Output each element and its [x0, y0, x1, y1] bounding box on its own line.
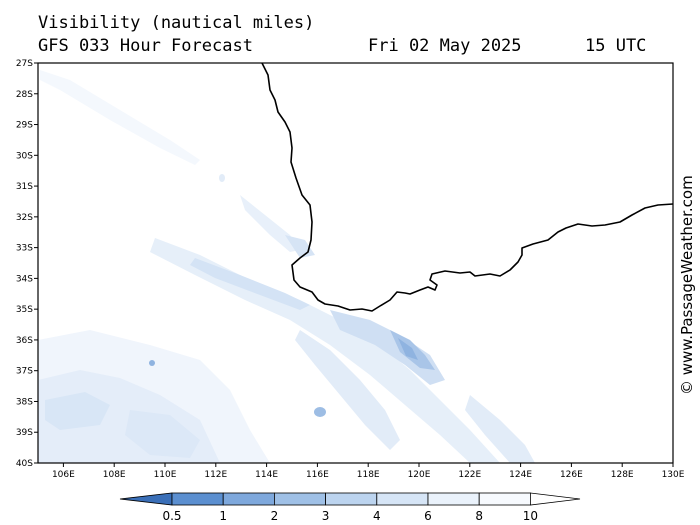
legend-swatch	[171, 492, 224, 506]
lat-label: 31S	[16, 182, 33, 192]
lat-label: 33S	[16, 244, 33, 254]
legend-end-low	[119, 492, 173, 506]
copyright-text: © www.PassageWeather.com	[678, 175, 696, 395]
copyright-watermark: © www.PassageWeather.com	[678, 175, 696, 395]
lon-label: 106E	[52, 470, 75, 480]
forecast-subtitle: GFS 033 Hour Forecast	[38, 36, 253, 56]
legend-swatch	[325, 492, 378, 506]
lat-label: 27S	[16, 59, 33, 69]
legend-label: 0.5	[162, 509, 181, 523]
lon-label: 128E	[611, 470, 634, 480]
legend-end-high	[530, 492, 581, 506]
lon-label: 108E	[103, 470, 126, 480]
legend-swatch	[478, 492, 531, 506]
lon-label: 124E	[509, 470, 532, 480]
lat-label: 35S	[16, 305, 33, 315]
legend-label: 1	[219, 509, 227, 523]
legend-swatch	[376, 492, 429, 506]
lon-label: 110E	[154, 470, 177, 480]
legend-swatch	[222, 492, 275, 506]
map-frame	[37, 62, 674, 464]
legend-label: 6	[424, 509, 432, 523]
legend-label: 4	[373, 509, 381, 523]
lon-label: 120E	[408, 470, 431, 480]
legend-label: 2	[271, 509, 279, 523]
australia-coastline	[261, 62, 674, 312]
visibility-legend: 0.5 1 2 3 4 6 8 10	[119, 492, 581, 523]
lat-label: 36S	[16, 336, 33, 346]
lon-label: 130E	[662, 470, 685, 480]
lon-label: 126E	[560, 470, 583, 480]
lat-label: 39S	[16, 428, 33, 438]
lat-label: 38S	[16, 397, 33, 407]
legend-swatch	[273, 492, 326, 506]
legend-swatch	[427, 492, 480, 506]
lon-label: 116E	[306, 470, 329, 480]
lat-label: 40S	[16, 459, 33, 469]
forecast-date: Fri 02 May 2025	[368, 36, 522, 56]
lon-label: 122E	[458, 470, 481, 480]
lon-label: 112E	[204, 470, 227, 480]
longitude-axis: 106E 108E 110E 112E 114E 116E 118E 120E 122E 124E…	[52, 463, 685, 480]
map-title: Visibility (nautical miles)	[38, 13, 315, 33]
lat-label: 29S	[16, 121, 33, 131]
latitude-axis: 27S 28S 29S 30S 31S 32S 33S 34S 35S 36S 37S 38S 39S 4…	[16, 59, 38, 469]
visibility-field	[38, 70, 535, 463]
lat-label: 37S	[16, 367, 33, 377]
legend-label: 8	[475, 509, 483, 523]
lat-label: 34S	[16, 274, 33, 284]
legend-label: 10	[523, 509, 538, 523]
lon-label: 114E	[255, 470, 278, 480]
lat-label: 32S	[16, 213, 33, 223]
forecast-time: 15 UTC	[585, 36, 647, 56]
lat-label: 30S	[16, 151, 33, 161]
lat-label: 28S	[16, 90, 33, 100]
lon-label: 118E	[357, 470, 380, 480]
legend-label: 3	[322, 509, 330, 523]
